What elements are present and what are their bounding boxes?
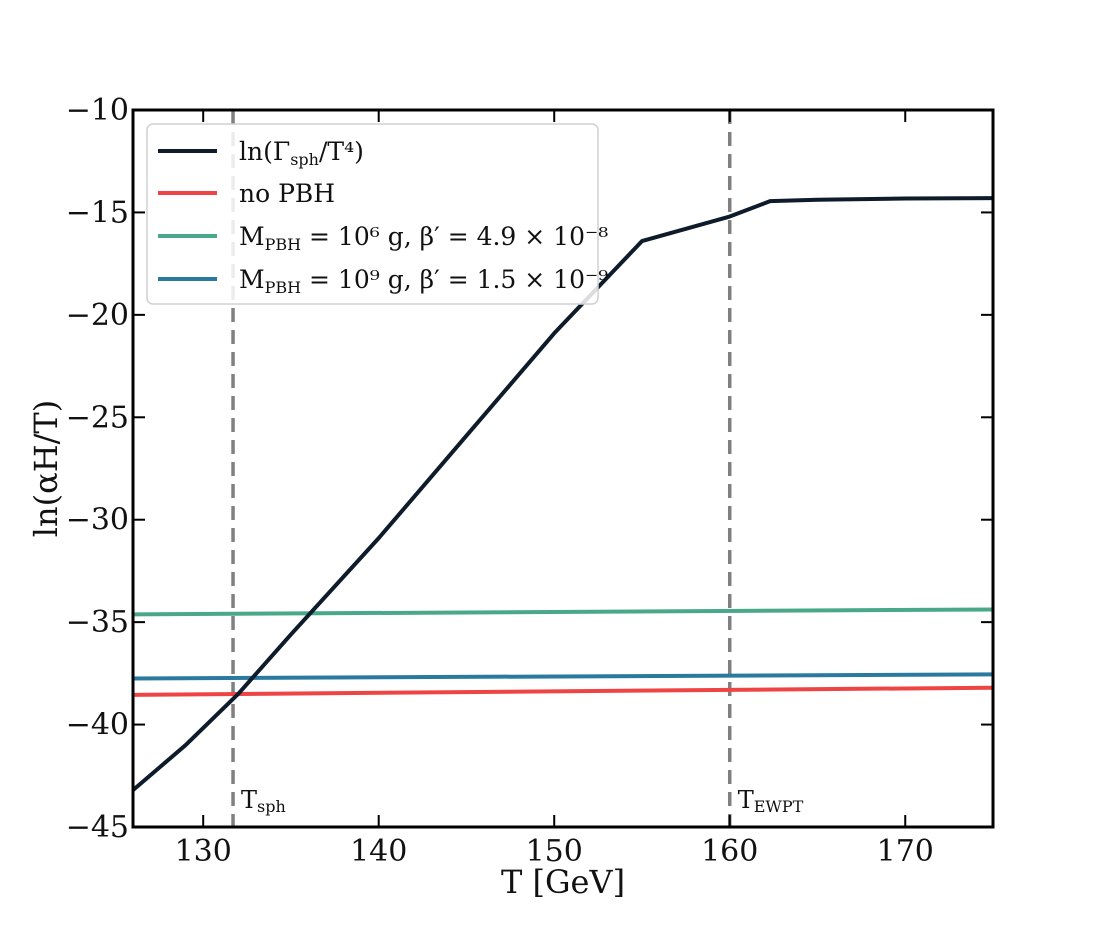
y-tick-label-3: −30 xyxy=(66,503,129,538)
axes-layer: Tsph TEWPT 130 140 150 160 170 −45 −40 −35 −30 −25 −… xyxy=(27,93,995,901)
x-tick-label-3: 160 xyxy=(701,834,758,869)
x-tick-label-0: 130 xyxy=(175,834,232,869)
lines-layer xyxy=(133,110,993,827)
legend: ln(Γsph​/T⁴) no PBH MPBH​ = 10⁶ g, β′ = 4.… xyxy=(146,123,608,305)
series-line-1 xyxy=(133,685,993,697)
y-tick-label-5: −20 xyxy=(66,298,129,333)
y-tick-label-4: −25 xyxy=(66,400,129,435)
x-tick-label-1: 140 xyxy=(350,834,407,869)
plot-area xyxy=(133,110,993,827)
y-tick-label-2: −35 xyxy=(66,605,129,640)
x-axis-title: T [GeV] xyxy=(501,863,625,901)
plot-frame xyxy=(131,108,995,829)
legend-label-1: no PBH xyxy=(239,179,335,208)
y-axis-title: ln(αH/T) xyxy=(27,400,65,537)
x-tick-label-2: 150 xyxy=(526,834,583,869)
legend-label-0: ln(Γsph​/T⁴) xyxy=(239,137,364,169)
series-line-2 xyxy=(133,607,993,617)
legend-label-3: MPBH​ = 10⁹ g, β′ = 1.5 × 10⁻⁹ xyxy=(239,265,608,297)
series-line-3 xyxy=(133,672,993,681)
series-line-0 xyxy=(133,196,993,792)
x-tick-label-4: 170 xyxy=(877,834,934,869)
legend-label-2: MPBH​ = 10⁶ g, β′ = 4.9 × 10⁻⁸ xyxy=(239,222,608,254)
vline-label-1: TEWPT xyxy=(738,786,804,816)
vline-label-0: Tsph xyxy=(241,786,286,816)
legend-box xyxy=(146,123,599,305)
y-tick-label-7: −10 xyxy=(66,93,129,128)
y-tick-label-0: −45 xyxy=(66,810,129,845)
y-tick-label-1: −40 xyxy=(66,708,129,743)
y-tick-label-6: −15 xyxy=(66,195,129,230)
